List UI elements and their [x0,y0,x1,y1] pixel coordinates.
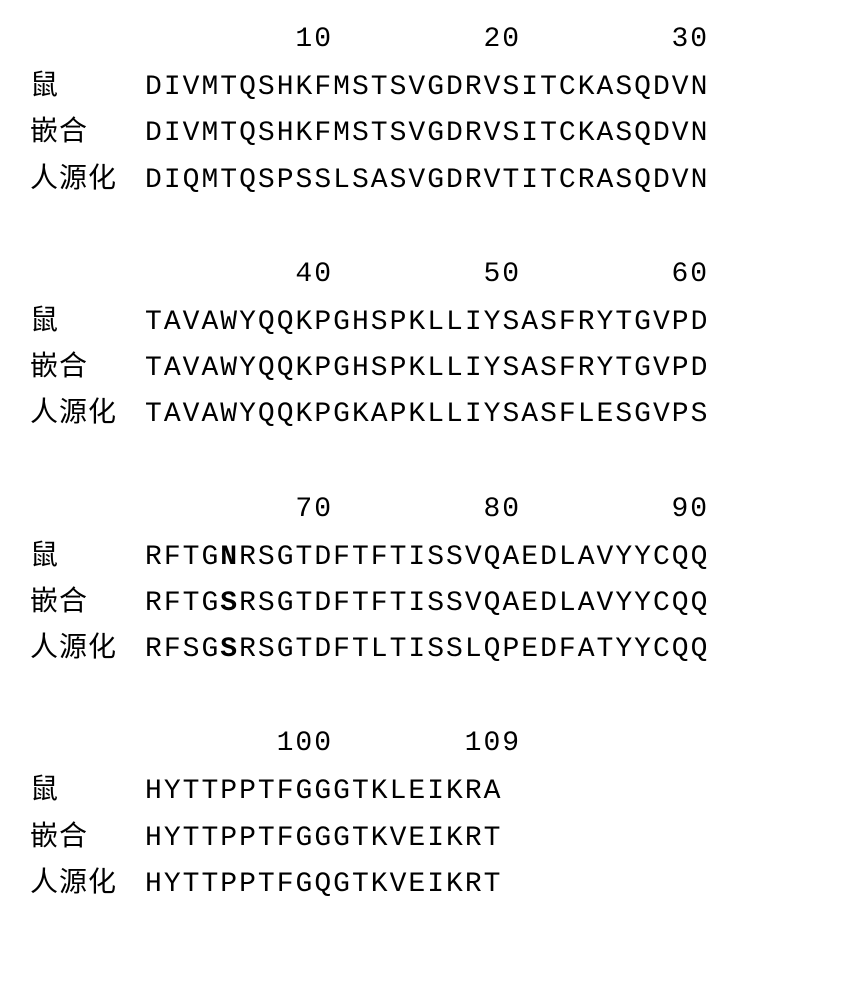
sequence-residues: HYTTPPTFGQGTKVEIKRT [145,865,502,904]
sequence-label-chimeric: 嵌合 [30,344,145,384]
ruler-line: 40 50 60 [30,255,829,294]
sequence-label-humanized: 人源化 [30,860,145,900]
sequence-row: 人源化DIQMTQSPSSLSASVGDRVTITCRASQDVN [30,156,829,200]
alignment-block: 70 80 90鼠RFTGNRSGTDFTFTISSVQAEDLAVYYCQQ嵌… [30,490,829,670]
ruler-line: 100 109 [30,724,829,763]
bold-residue: S [220,634,239,665]
sequence-row: 鼠HYTTPPTFGGGTKLEIKRA [30,767,829,811]
ruler-numbers: 70 80 90 [145,490,709,529]
sequence-residues: RFTGNRSGTDFTFTISSVQAEDLAVYYCQQ [145,538,709,577]
sequence-row: 鼠DIVMTQSHKFMSTSVGDRVSITCKASQDVN [30,63,829,107]
sequence-label-mouse: 鼠 [30,63,145,103]
sequence-row: 嵌合RFTGSRSGTDFTFTISSVQAEDLAVYYCQQ [30,579,829,623]
sequence-label-humanized: 人源化 [30,156,145,196]
alignment-block: 10 20 30鼠DIVMTQSHKFMSTSVGDRVSITCKASQDVN嵌… [30,20,829,200]
sequence-label-mouse: 鼠 [30,298,145,338]
sequence-label-humanized: 人源化 [30,625,145,665]
sequence-label-chimeric: 嵌合 [30,579,145,619]
sequence-row: 人源化RFSGSRSGTDFTLTISSLQPEDFATYYCQQ [30,625,829,669]
bold-residue: N [220,542,239,573]
sequence-residues: HYTTPPTFGGGTKLEIKRA [145,772,502,811]
sequence-alignment-container: 10 20 30鼠DIVMTQSHKFMSTSVGDRVSITCKASQDVN嵌… [30,20,829,904]
sequence-residues: HYTTPPTFGGGTKVEIKRT [145,819,502,858]
sequence-residues: RFTGSRSGTDFTFTISSVQAEDLAVYYCQQ [145,584,709,623]
ruler-line: 10 20 30 [30,20,829,59]
ruler-numbers: 10 20 30 [145,20,709,59]
sequence-label-chimeric: 嵌合 [30,109,145,149]
alignment-block: 40 50 60鼠TAVAWYQQKPGHSPKLLIYSASFRYTGVPD嵌… [30,255,829,435]
sequence-residues: RFSGSRSGTDFTLTISSLQPEDFATYYCQQ [145,630,709,669]
sequence-row: 鼠RFTGNRSGTDFTFTISSVQAEDLAVYYCQQ [30,533,829,577]
sequence-residues: TAVAWYQQKPGKAPKLLIYSASFLESGVPS [145,395,709,434]
sequence-residues: DIVMTQSHKFMSTSVGDRVSITCKASQDVN [145,114,709,153]
sequence-row: 人源化TAVAWYQQKPGKAPKLLIYSASFLESGVPS [30,390,829,434]
sequence-label-chimeric: 嵌合 [30,814,145,854]
sequence-row: 嵌合DIVMTQSHKFMSTSVGDRVSITCKASQDVN [30,109,829,153]
sequence-residues: TAVAWYQQKPGHSPKLLIYSASFRYTGVPD [145,303,709,342]
bold-residue: S [220,588,239,619]
sequence-label-mouse: 鼠 [30,533,145,573]
ruler-numbers: 100 109 [145,724,521,763]
sequence-label-mouse: 鼠 [30,767,145,807]
sequence-row: 人源化HYTTPPTFGQGTKVEIKRT [30,860,829,904]
sequence-residues: DIVMTQSHKFMSTSVGDRVSITCKASQDVN [145,68,709,107]
sequence-row: 嵌合TAVAWYQQKPGHSPKLLIYSASFRYTGVPD [30,344,829,388]
ruler-numbers: 40 50 60 [145,255,709,294]
sequence-label-humanized: 人源化 [30,390,145,430]
sequence-row: 鼠TAVAWYQQKPGHSPKLLIYSASFRYTGVPD [30,298,829,342]
sequence-row: 嵌合HYTTPPTFGGGTKVEIKRT [30,814,829,858]
ruler-line: 70 80 90 [30,490,829,529]
alignment-block: 100 109鼠HYTTPPTFGGGTKLEIKRA嵌合HYTTPPTFGGG… [30,724,829,904]
sequence-residues: DIQMTQSPSSLSASVGDRVTITCRASQDVN [145,161,709,200]
sequence-residues: TAVAWYQQKPGHSPKLLIYSASFRYTGVPD [145,349,709,388]
